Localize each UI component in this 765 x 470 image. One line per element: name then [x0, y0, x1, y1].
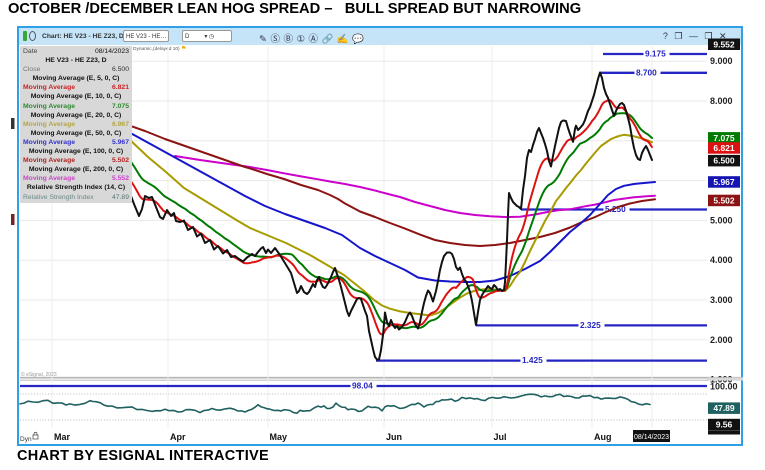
svg-text:6.500: 6.500	[713, 156, 735, 166]
svg-text:Apr: Apr	[170, 432, 186, 442]
svg-text:9.56: 9.56	[716, 420, 733, 430]
svg-text:Aug: Aug	[594, 432, 612, 442]
svg-text:08/14/2023: 08/14/2023	[634, 434, 669, 441]
svg-text:May: May	[270, 432, 288, 442]
svg-text:4.000: 4.000	[710, 255, 733, 265]
svg-text:100.00: 100.00	[710, 382, 738, 392]
svg-text:Dyn: Dyn	[20, 436, 32, 443]
svg-text:9.175: 9.175	[645, 49, 666, 59]
svg-text:Jul: Jul	[494, 432, 507, 442]
svg-text:5.000: 5.000	[710, 215, 733, 225]
svg-text:8.000: 8.000	[710, 96, 733, 106]
svg-text:3.000: 3.000	[710, 295, 733, 305]
svg-text:1.425: 1.425	[522, 355, 543, 365]
svg-text:8.700: 8.700	[636, 67, 657, 77]
svg-text:Mar: Mar	[54, 432, 71, 442]
svg-text:47.89: 47.89	[713, 403, 735, 413]
svg-text:9.552: 9.552	[713, 39, 735, 49]
svg-text:5.967: 5.967	[713, 177, 735, 187]
svg-text:98.04: 98.04	[352, 381, 373, 391]
svg-text:9.000: 9.000	[710, 56, 733, 66]
svg-text:7.075: 7.075	[713, 133, 735, 143]
svg-text:Jun: Jun	[386, 432, 402, 442]
svg-text:2.000: 2.000	[710, 335, 733, 345]
svg-text:5.502: 5.502	[713, 195, 735, 205]
svg-text:© eSignal, 2023: © eSignal, 2023	[21, 371, 57, 378]
svg-text:6.821: 6.821	[713, 143, 735, 153]
svg-text:2.325: 2.325	[580, 320, 601, 330]
